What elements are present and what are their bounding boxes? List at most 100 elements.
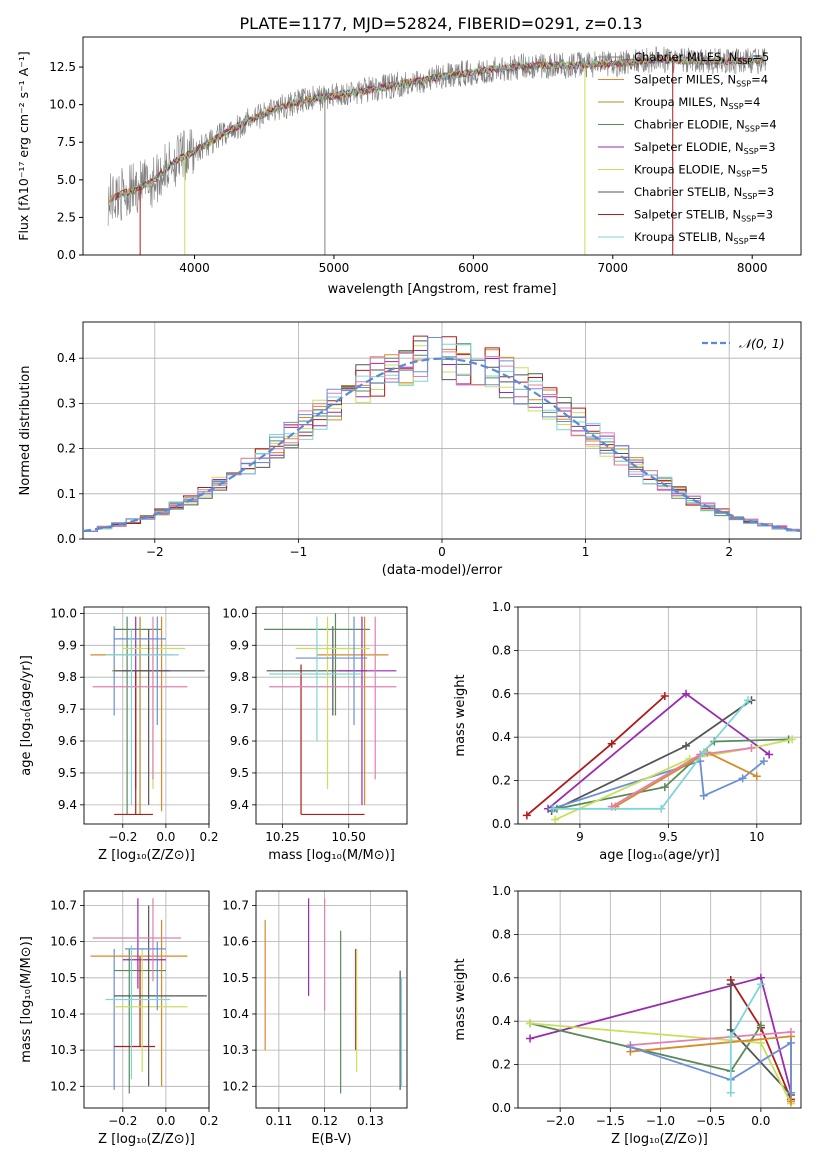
- mass-weight-point: [682, 689, 691, 698]
- model-spectrum-line: [117, 55, 764, 200]
- mass-weight-point: [788, 735, 797, 744]
- age-vs-metallicity-panel: −0.2 0.0 0.2 9.4 9.5 9.6 9.7 9.8 9.9 10.0 Z [log₁₀…: [19, 606, 219, 863]
- y-tick-label: 0.0: [57, 248, 76, 262]
- x-tick-label: 0.0: [751, 1114, 770, 1128]
- mass-weight-series-line: [556, 738, 789, 810]
- residuals-panel: −2 −1 0 1 2 0.0 0.1 0.2 0.3 0.4 (data-model)/error…: [18, 321, 802, 578]
- x-tick-label: 0.2: [199, 830, 218, 844]
- y-tick-label: 10.2: [222, 1079, 249, 1093]
- x-tick-label: −0.5: [696, 1114, 725, 1128]
- mass-weight-point: [726, 1088, 735, 1097]
- y-tick-label: 0.1: [57, 487, 76, 501]
- mass-weight-series-line: [529, 1022, 762, 1073]
- x-tick-label: −0.2: [108, 1114, 137, 1128]
- y-tick-label: 0.4: [492, 730, 511, 744]
- x-tick-label: −1.5: [596, 1114, 625, 1128]
- mass-weight-vs-metallicity-panel: −2.0 −1.5 −1.0 −0.5 0.0 0.0 0.2 0.4 0.6 0.8 1.0 Z […: [453, 884, 802, 1147]
- y-tick-label: 10.4: [222, 1007, 249, 1021]
- x-tick-label: 7000: [598, 261, 629, 275]
- y-tick-label: 0.6: [492, 971, 511, 985]
- mass-weight-point: [756, 1021, 765, 1030]
- mass-weight-point: [526, 1019, 535, 1028]
- legend-entry-label: Kroupa STELIB, NSSP=4: [634, 230, 765, 246]
- y-tick-label: 10.6: [50, 935, 77, 949]
- x-tick-label: 9.5: [659, 830, 678, 844]
- mass-weight-point: [747, 744, 756, 753]
- x-axis-label: Z [log₁₀(Z/Z⊙)]: [98, 848, 195, 863]
- mass-weight-point: [549, 804, 558, 813]
- y-tick-label: 0.2: [492, 1058, 511, 1072]
- legend-entry-label: Salpeter STELIB, NSSP=3: [634, 208, 773, 224]
- y-tick-label: 5.0: [57, 173, 76, 187]
- mass-weight-point: [752, 772, 761, 781]
- y-tick-label: 7.5: [57, 135, 76, 149]
- y-tick-label: 10.5: [50, 971, 77, 985]
- y-tick-label: 10.5: [222, 971, 249, 985]
- age-vs-mass-panel: 10.25 10.50 9.4 9.5 9.6 9.7 9.8 9.9 10.0 mass [lo…: [222, 606, 408, 863]
- y-tick-label: 9.8: [58, 670, 77, 684]
- mass-weight-point: [726, 980, 735, 989]
- x-axis-label: age [log₁₀(age/yr)]: [599, 848, 720, 863]
- x-axis-label: Z [log₁₀(Z/Z⊙)]: [98, 1132, 195, 1147]
- x-tick-label: −1: [290, 545, 308, 559]
- mass-weight-vs-age-panel: 9 9.5 10 0.0 0.2 0.4 0.6 0.8 1.0 age [log₁₀(age/y…: [453, 600, 802, 863]
- legend-entry-label: Chabrier MILES, NSSP=5: [634, 50, 769, 66]
- x-tick-label: 0.2: [199, 1114, 218, 1128]
- mass-weight-series-line: [554, 738, 793, 821]
- mass-weight-point: [522, 811, 531, 820]
- mass-weight-point: [786, 1028, 795, 1037]
- x-tick-label: 0.13: [357, 1114, 384, 1128]
- y-axis-label: Normed distribution: [18, 366, 33, 496]
- y-tick-label: 10.7: [50, 898, 77, 912]
- x-tick-label: 5000: [319, 261, 350, 275]
- x-tick-label: 10.25: [265, 830, 299, 844]
- x-tick-label: 0.11: [266, 1114, 293, 1128]
- y-axis-label: Flux [fλ10⁻¹⁷ erg cm⁻² s⁻¹ A⁻¹]: [16, 51, 31, 240]
- y-tick-label: 9.4: [230, 798, 249, 812]
- y-tick-label: 9.5: [58, 766, 77, 780]
- x-tick-label: 10.50: [332, 830, 366, 844]
- plot-frame: [82, 321, 802, 540]
- y-tick-label: 10.7: [222, 898, 249, 912]
- y-tick-label: 10.0: [50, 606, 77, 620]
- plot-frame: [255, 606, 408, 825]
- legend-entry-label: Chabrier ELODIE, NSSP=4: [634, 118, 777, 134]
- mass-weight-point: [626, 1043, 635, 1052]
- y-tick-label: 0.8: [492, 643, 511, 657]
- y-tick-label: 0.4: [57, 351, 76, 365]
- plot-frame: [517, 890, 802, 1109]
- y-tick-label: 0.2: [492, 774, 511, 788]
- mass-vs-extinction-panel: 0.11 0.12 0.13 10.2 10.3 10.4 10.5 10.6 10.7 E(B-…: [222, 890, 408, 1147]
- mass-weight-series-line: [526, 695, 666, 816]
- mass-weight-point: [756, 1038, 765, 1047]
- mass-weight-point: [765, 750, 774, 759]
- x-tick-label: 6000: [458, 261, 489, 275]
- y-axis-label: mass [log₁₀(M/M⊙)]: [19, 936, 34, 1063]
- mass-weight-point: [743, 696, 752, 705]
- legend-entry-label: 𝒩(0, 1): [739, 336, 785, 351]
- x-tick-label: 2: [725, 545, 733, 559]
- mass-weight-point: [756, 980, 765, 989]
- y-tick-label: 0.0: [492, 817, 511, 831]
- y-tick-label: 10.2: [50, 1079, 77, 1093]
- legend-entry-label: Salpeter ELODIE, NSSP=3: [634, 140, 776, 156]
- plot-frame: [83, 606, 210, 825]
- mass-vs-metallicity-panel: −0.2 0.0 0.2 10.2 10.3 10.4 10.5 10.6 10.7 Z [log…: [19, 890, 219, 1147]
- y-tick-label: 9.7: [230, 702, 249, 716]
- y-tick-label: 9.8: [230, 670, 249, 684]
- y-axis-label: mass weight: [453, 674, 468, 756]
- mass-weight-series-line: [553, 699, 749, 810]
- y-tick-label: 1.0: [492, 884, 511, 898]
- mass-weight-point: [657, 804, 666, 813]
- mass-weight-point: [726, 1032, 735, 1041]
- mass-weight-point: [699, 748, 708, 757]
- y-tick-label: 0.6: [492, 687, 511, 701]
- y-axis-label: age [log₁₀(age/yr)]: [19, 655, 34, 776]
- x-tick-label: 9: [576, 830, 584, 844]
- y-tick-label: 12.5: [49, 60, 76, 74]
- y-tick-label: 9.6: [230, 734, 249, 748]
- x-axis-label: Z [log₁₀(Z/Z⊙)]: [611, 1132, 708, 1147]
- legend-entry-label: Kroupa MILES, NSSP=4: [634, 95, 760, 111]
- x-tick-label: 0.12: [311, 1114, 338, 1128]
- mass-weight-point: [551, 815, 560, 824]
